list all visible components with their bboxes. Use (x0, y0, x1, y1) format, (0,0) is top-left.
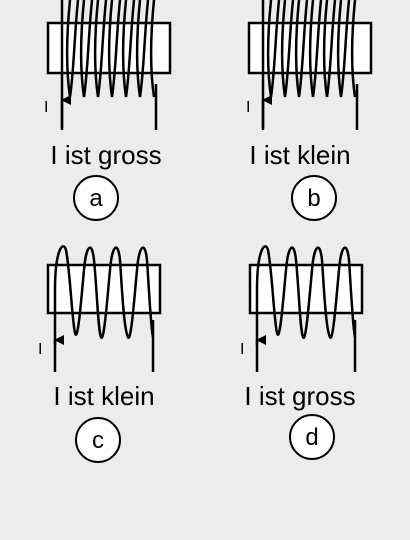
letter-circle (291, 175, 337, 221)
coil-windings (53, 245, 155, 372)
panel-a (46, 0, 172, 130)
letter-circle (73, 175, 119, 221)
letter-circle (75, 417, 121, 463)
current-label: I (38, 341, 42, 358)
panel-letter: b (307, 185, 320, 212)
coil-core (46, 263, 162, 315)
panel-b (247, 0, 373, 130)
panel-caption: I ist klein (53, 381, 154, 411)
coil-sparse-d (248, 245, 364, 372)
panel-caption: I ist gross (50, 140, 161, 170)
coil-sparse-c (46, 245, 162, 372)
current-label: I (246, 99, 250, 116)
panel-letter: c (92, 427, 104, 454)
panel-letter: a (89, 185, 103, 212)
current-label: I (44, 99, 48, 116)
coil-windings (255, 245, 357, 372)
coil-dense-a (46, 0, 172, 130)
panel-c (46, 245, 162, 372)
panel-caption: I ist klein (249, 140, 350, 170)
panel-caption: I ist gross (244, 381, 355, 411)
panel-letter: d (305, 424, 318, 451)
current-label: I (240, 341, 244, 358)
coil-dense-b (247, 0, 373, 130)
coil-core (248, 263, 364, 315)
panel-d (248, 245, 364, 372)
letter-circle (289, 414, 335, 460)
